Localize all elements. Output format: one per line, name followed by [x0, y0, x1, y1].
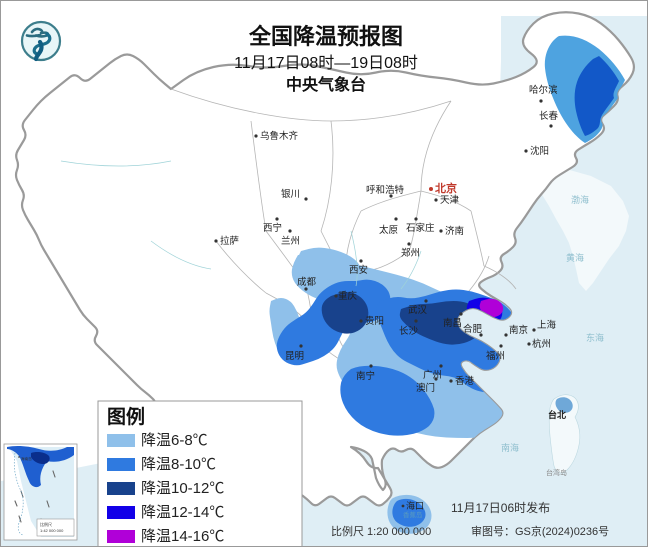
svg-text:香港: 香港 [455, 375, 475, 387]
svg-text:南京: 南京 [509, 324, 528, 336]
svg-text:降温6-8℃: 降温6-8℃ [141, 432, 208, 449]
svg-text:北京: 北京 [435, 181, 457, 195]
svg-text:太原: 太原 [379, 224, 398, 236]
svg-text:渤海: 渤海 [571, 194, 589, 205]
svg-text:乌鲁木齐: 乌鲁木齐 [260, 130, 299, 142]
svg-text:昆明: 昆明 [285, 351, 304, 362]
svg-text:济南: 济南 [445, 225, 464, 237]
svg-text:杭州: 杭州 [532, 338, 551, 350]
svg-text:海口: 海口 [406, 500, 424, 511]
svg-text:台湾岛: 台湾岛 [546, 468, 567, 477]
svg-text:南宁: 南宁 [356, 370, 375, 382]
svg-text:澳门: 澳门 [416, 382, 435, 394]
svg-text:沈阳: 沈阳 [530, 145, 549, 157]
svg-text:西安: 西安 [349, 264, 368, 276]
svg-text:南昌: 南昌 [443, 317, 462, 329]
svg-text:上海: 上海 [537, 319, 557, 331]
svg-text:福州: 福州 [486, 350, 505, 362]
svg-text:南海: 南海 [501, 442, 519, 453]
svg-text:审图号：GS京(2024)0236号: 审图号：GS京(2024)0236号 [471, 524, 609, 538]
svg-text:降温10-12℃: 降温10-12℃ [141, 480, 224, 497]
svg-text:1:42 000 000: 1:42 000 000 [40, 528, 64, 533]
svg-text:贵阳: 贵阳 [365, 315, 384, 327]
svg-text:郑州: 郑州 [401, 247, 420, 259]
svg-text:呼和浩特: 呼和浩特 [366, 184, 405, 196]
svg-text:广州: 广州 [423, 369, 442, 381]
svg-text:台北: 台北 [548, 409, 566, 420]
svg-text:兰州: 兰州 [281, 235, 300, 247]
svg-text:合肥: 合肥 [463, 323, 483, 335]
svg-text:武汉: 武汉 [408, 304, 428, 316]
svg-text:天津: 天津 [440, 195, 460, 206]
svg-text:比例尺: 比例尺 [40, 521, 52, 527]
svg-text:图例: 图例 [107, 405, 145, 428]
svg-text:重庆: 重庆 [338, 290, 358, 302]
svg-text:成都: 成都 [297, 276, 317, 288]
svg-text:降温12-14℃: 降温12-14℃ [141, 504, 224, 521]
svg-text:长沙: 长沙 [399, 325, 419, 337]
svg-text:长春: 长春 [539, 110, 559, 122]
svg-text:石家庄: 石家庄 [406, 222, 435, 234]
svg-text:西宁: 西宁 [263, 222, 282, 234]
svg-text:降温8-10℃: 降温8-10℃ [141, 456, 216, 473]
svg-text:海南岛: 海南岛 [21, 456, 32, 461]
svg-text:拉萨: 拉萨 [220, 235, 240, 247]
svg-text:银川: 银川 [281, 188, 300, 200]
svg-text:东海: 东海 [586, 332, 604, 343]
svg-text:比例尺 1:20 000 000: 比例尺 1:20 000 000 [331, 524, 431, 538]
svg-text:香蕉岛: 香蕉岛 [403, 510, 423, 519]
svg-text:降温14-16℃: 降温14-16℃ [141, 528, 224, 545]
svg-text:11月17日06时发布: 11月17日06时发布 [451, 500, 550, 515]
svg-text:黄海: 黄海 [566, 252, 584, 263]
